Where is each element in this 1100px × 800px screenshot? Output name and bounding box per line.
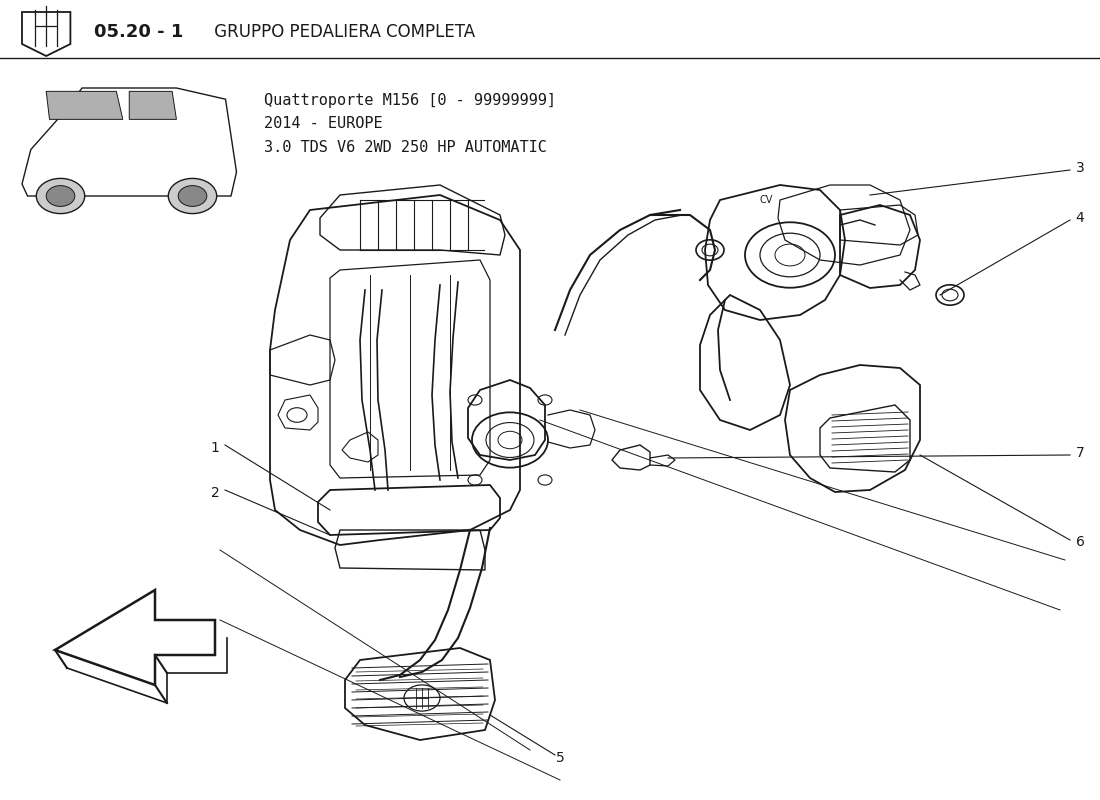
Text: 05.20 - 1: 05.20 - 1 (94, 23, 183, 41)
Text: 7: 7 (1076, 446, 1085, 460)
Text: 4: 4 (1076, 211, 1085, 225)
Text: Quattroporte M156 [0 - 99999999]: Quattroporte M156 [0 - 99999999] (264, 93, 556, 107)
Circle shape (178, 186, 207, 206)
Text: 6: 6 (1076, 535, 1085, 549)
Text: GRUPPO PEDALIERA COMPLETA: GRUPPO PEDALIERA COMPLETA (209, 23, 475, 41)
Text: 2: 2 (210, 486, 219, 500)
Text: 3: 3 (1076, 161, 1085, 175)
Circle shape (36, 178, 85, 214)
Text: 2014 - EUROPE: 2014 - EUROPE (264, 117, 383, 131)
Text: 1: 1 (210, 441, 219, 455)
Polygon shape (130, 91, 176, 119)
Text: 5: 5 (556, 751, 564, 765)
Text: CV: CV (760, 195, 773, 205)
Polygon shape (46, 91, 123, 119)
Text: 3.0 TDS V6 2WD 250 HP AUTOMATIC: 3.0 TDS V6 2WD 250 HP AUTOMATIC (264, 141, 547, 155)
Circle shape (168, 178, 217, 214)
Circle shape (46, 186, 75, 206)
